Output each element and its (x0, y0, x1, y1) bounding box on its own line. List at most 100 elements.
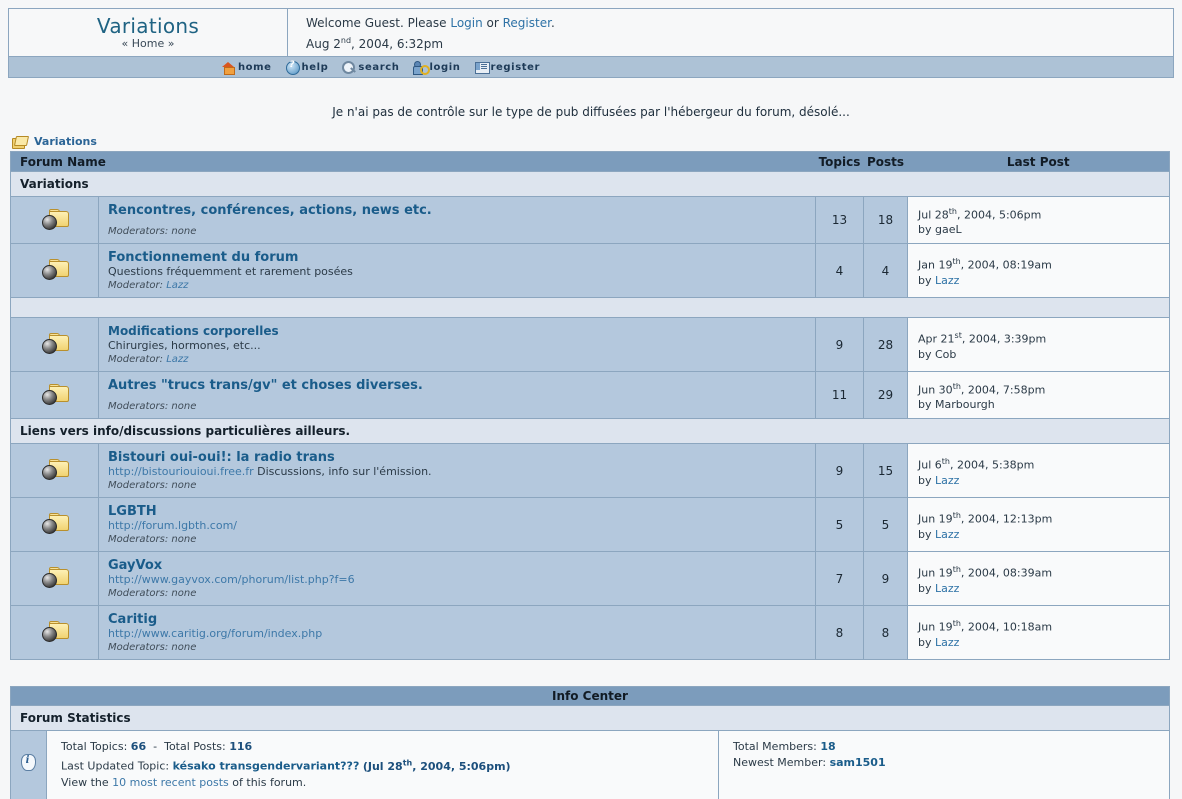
main-nav: home ? help search login register (8, 57, 1174, 78)
last-post-author-link[interactable]: Lazz (935, 273, 960, 287)
last-updated-open: (Jul 28 (362, 759, 403, 773)
forum-row: Modifications corporelles Chirurgies, hor… (10, 317, 1170, 372)
last-post-ordinal: th (952, 511, 961, 521)
last-post-date: Jun 19th, 2004, 10:18am (918, 616, 1169, 635)
forum-info-cell: Bistouri oui-oui!: la radio trans http://… (98, 443, 816, 498)
category-row: Variations (10, 171, 1170, 197)
current-date: Aug 2nd, 2004, 6:32pm (306, 32, 1173, 53)
date-rest: , 2004, 6:32pm (351, 37, 444, 51)
forum-posts-count: 28 (863, 317, 908, 372)
info-icon: i (21, 753, 36, 773)
last-post-author-link[interactable]: Lazz (935, 581, 960, 595)
last-post-by-label: by (918, 347, 935, 361)
last-updated-close: , 2004, 5:06pm) (412, 759, 511, 773)
last-updated-topic-link[interactable]: késako transgendervariant??? (172, 759, 360, 773)
forum-topics-count: 8 (815, 605, 864, 660)
last-post-author-link[interactable]: Lazz (935, 473, 960, 487)
forum-last-post-cell: Jun 19th, 2004, 10:18am by Lazz (907, 605, 1170, 660)
moderator-link[interactable]: Lazz (166, 280, 189, 291)
category-title: Liens vers info/discussions particulière… (10, 418, 1170, 444)
forum-url-link[interactable]: http://forum.lgbth.com/ (108, 519, 238, 532)
nav-register[interactable]: register (474, 61, 541, 74)
column-posts: Posts (866, 154, 905, 169)
forum-info-cell: Rencontres, conférences, actions, news e… (98, 196, 816, 244)
forum-title-link[interactable]: Caritig (108, 612, 158, 627)
page-header: Variations « Home » Welcome Guest. Pleas… (0, 0, 1182, 78)
moderators-label: Moderators: (108, 226, 169, 237)
forum-info-cell: LGBTH http://forum.lgbth.com/Moderators: … (98, 497, 816, 552)
forum-moderators: Moderator: Lazz (108, 353, 807, 366)
forum-status-cell (10, 443, 99, 498)
forum-url-link[interactable]: http://www.caritig.org/forum/index.php (108, 627, 323, 640)
last-post-date-text: Apr 21 (918, 332, 955, 346)
forum-topics-count: 7 (815, 551, 864, 606)
forum-board: Forum Name Topics Posts Last Post Variat… (10, 151, 1170, 660)
forum-moderators: Moderators: none (108, 479, 807, 492)
login-link[interactable]: Login (450, 16, 483, 30)
nav-home[interactable]: home (221, 61, 272, 75)
info-center-title: Info Center (552, 689, 628, 703)
forum-statistics-heading: Forum Statistics (10, 705, 1170, 731)
moderators-value: none (171, 588, 197, 599)
site-subtitle[interactable]: « Home » (121, 36, 175, 50)
forum-title-link[interactable]: Fonctionnement du forum (108, 250, 299, 265)
folder-icon (41, 513, 69, 534)
forum-title-link[interactable]: Rencontres, conférences, actions, news e… (108, 203, 432, 218)
header-box: Variations « Home » Welcome Guest. Pleas… (8, 8, 1174, 57)
last-post-by-label: by (918, 635, 935, 649)
forum-description: Chirurgies, hormones, etc... (108, 339, 261, 352)
last-post-author-link[interactable]: Lazz (935, 635, 960, 649)
last-post-ordinal: th (952, 381, 961, 391)
last-post-author: by Lazz (918, 635, 1169, 650)
last-post-date: Jul 6th, 2004, 5:38pm (918, 454, 1169, 473)
last-post-author-link[interactable]: Lazz (935, 527, 960, 541)
nav-help-label: help (301, 61, 329, 73)
forum-last-post-cell: Jun 30th, 2004, 7:58pm by Marbourgh (907, 371, 1170, 419)
forum-posts-count: 4 (863, 243, 908, 298)
last-post-date-text: Jun 19 (918, 566, 953, 580)
forum-topics-count: 11 (815, 371, 864, 419)
last-post-by-label: by (918, 473, 935, 487)
moderators-label: Moderators: (108, 588, 169, 599)
forum-title-link[interactable]: LGBTH (108, 504, 157, 519)
folder-icon (41, 567, 69, 588)
last-post-by-label: by (918, 273, 935, 287)
nav-login[interactable]: login (413, 60, 460, 75)
moderators-label: Moderators: (108, 534, 169, 545)
nav-home-label: home (237, 61, 272, 73)
login-icon (413, 60, 431, 75)
forum-info-cell: Autres "trucs trans/gv" et choses divers… (98, 371, 816, 419)
newest-member-value[interactable]: sam1501 (829, 756, 886, 769)
breadcrumb-item-variations[interactable]: Variations (34, 135, 97, 148)
moderator-link[interactable]: Lazz (166, 354, 189, 365)
forum-title-link[interactable]: Modifications corporelles (108, 324, 279, 338)
last-post-author: by Cob (918, 347, 1169, 362)
forum-title-link[interactable]: GayVox (108, 558, 163, 573)
date-month-day: Aug 2 (306, 37, 341, 51)
recent-posts-link[interactable]: 10 most recent posts (112, 775, 229, 789)
forum-desc-spacer (108, 393, 807, 400)
site-logo[interactable]: Variations « Home » (9, 9, 288, 56)
column-topics: Topics (818, 154, 861, 169)
forum-description: http://www.caritig.org/forum/index.php (108, 627, 807, 641)
forum-title-link[interactable]: Autres "trucs trans/gv" et choses divers… (108, 378, 423, 393)
moderators-label: Moderators: (108, 401, 169, 412)
last-post-author-name: gaeL (935, 223, 962, 237)
total-members-value[interactable]: 18 (820, 740, 836, 753)
forum-status-cell (10, 551, 99, 606)
forum-url-link[interactable]: http://www.gayvox.com/phorum/list.php?f=… (108, 573, 355, 586)
forum-moderators: Moderators: none (108, 400, 807, 413)
forum-title-link[interactable]: Bistouri oui-oui!: la radio trans (108, 450, 335, 465)
info-center: Info Center Forum Statistics i Total Top… (10, 686, 1170, 799)
forum-url-link[interactable]: http://bistouriouioui.free.fr (108, 465, 254, 478)
folder-icon (41, 208, 69, 230)
last-updated-label: Last Updated Topic: (61, 759, 170, 773)
column-last-post: Last Post (1006, 154, 1070, 169)
total-posts-value: 116 (229, 740, 253, 753)
nav-help[interactable]: ? help (285, 60, 329, 75)
nav-search[interactable]: search (342, 60, 399, 74)
forum-description: http://forum.lgbth.com/ (108, 519, 807, 533)
forum-statistics-heading-row: Forum Statistics (10, 705, 1170, 731)
register-link[interactable]: Register (502, 16, 551, 30)
